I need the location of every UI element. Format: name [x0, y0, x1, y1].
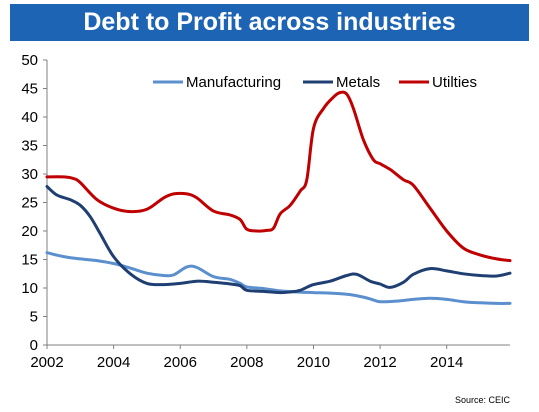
- axes: [46, 60, 510, 346]
- legend-label-manufacturing: Manufacturing: [186, 74, 281, 91]
- series-line-manufacturing: [45, 251, 512, 305]
- series-lines: [45, 90, 512, 305]
- y-tick-label: 50: [21, 52, 38, 69]
- y-tick-label: 25: [21, 195, 38, 212]
- x-tick-label: 2014: [430, 354, 463, 371]
- legend: Manufacturing Metals Utilties: [153, 74, 477, 91]
- x-tick-label: 2004: [97, 354, 130, 371]
- legend-label-utilties: Utilties: [432, 74, 477, 91]
- series-line-utilties: [45, 90, 512, 263]
- x-tick-label: 2012: [363, 354, 396, 371]
- source-note: Source: CEIC: [454, 395, 510, 405]
- y-tick-label: 45: [21, 81, 38, 98]
- x-tick-label: 2010: [297, 354, 330, 371]
- series-line-metals: [45, 185, 512, 295]
- y-tick-label: 40: [21, 109, 38, 126]
- y-tick-label: 15: [21, 252, 38, 269]
- x-tick-label: 2006: [164, 354, 197, 371]
- y-tick-label: 0: [30, 337, 38, 354]
- legend-label-metals: Metals: [336, 74, 380, 91]
- y-tick-label: 10: [21, 280, 38, 297]
- x-tick-label: 2002: [30, 354, 63, 371]
- y-tick-label: 5: [30, 309, 38, 326]
- x-tick-label: 2008: [230, 354, 263, 371]
- y-tick-label: 35: [21, 138, 38, 155]
- chart-title: Debt to Profit across industries: [10, 4, 529, 41]
- y-tick-label: 30: [21, 166, 38, 183]
- tick-labels: 0 5 10 15 20 25 30 35 40 45 50 2002 2004 2006 2008 2010…: [21, 52, 463, 371]
- y-tick-label: 20: [21, 223, 38, 240]
